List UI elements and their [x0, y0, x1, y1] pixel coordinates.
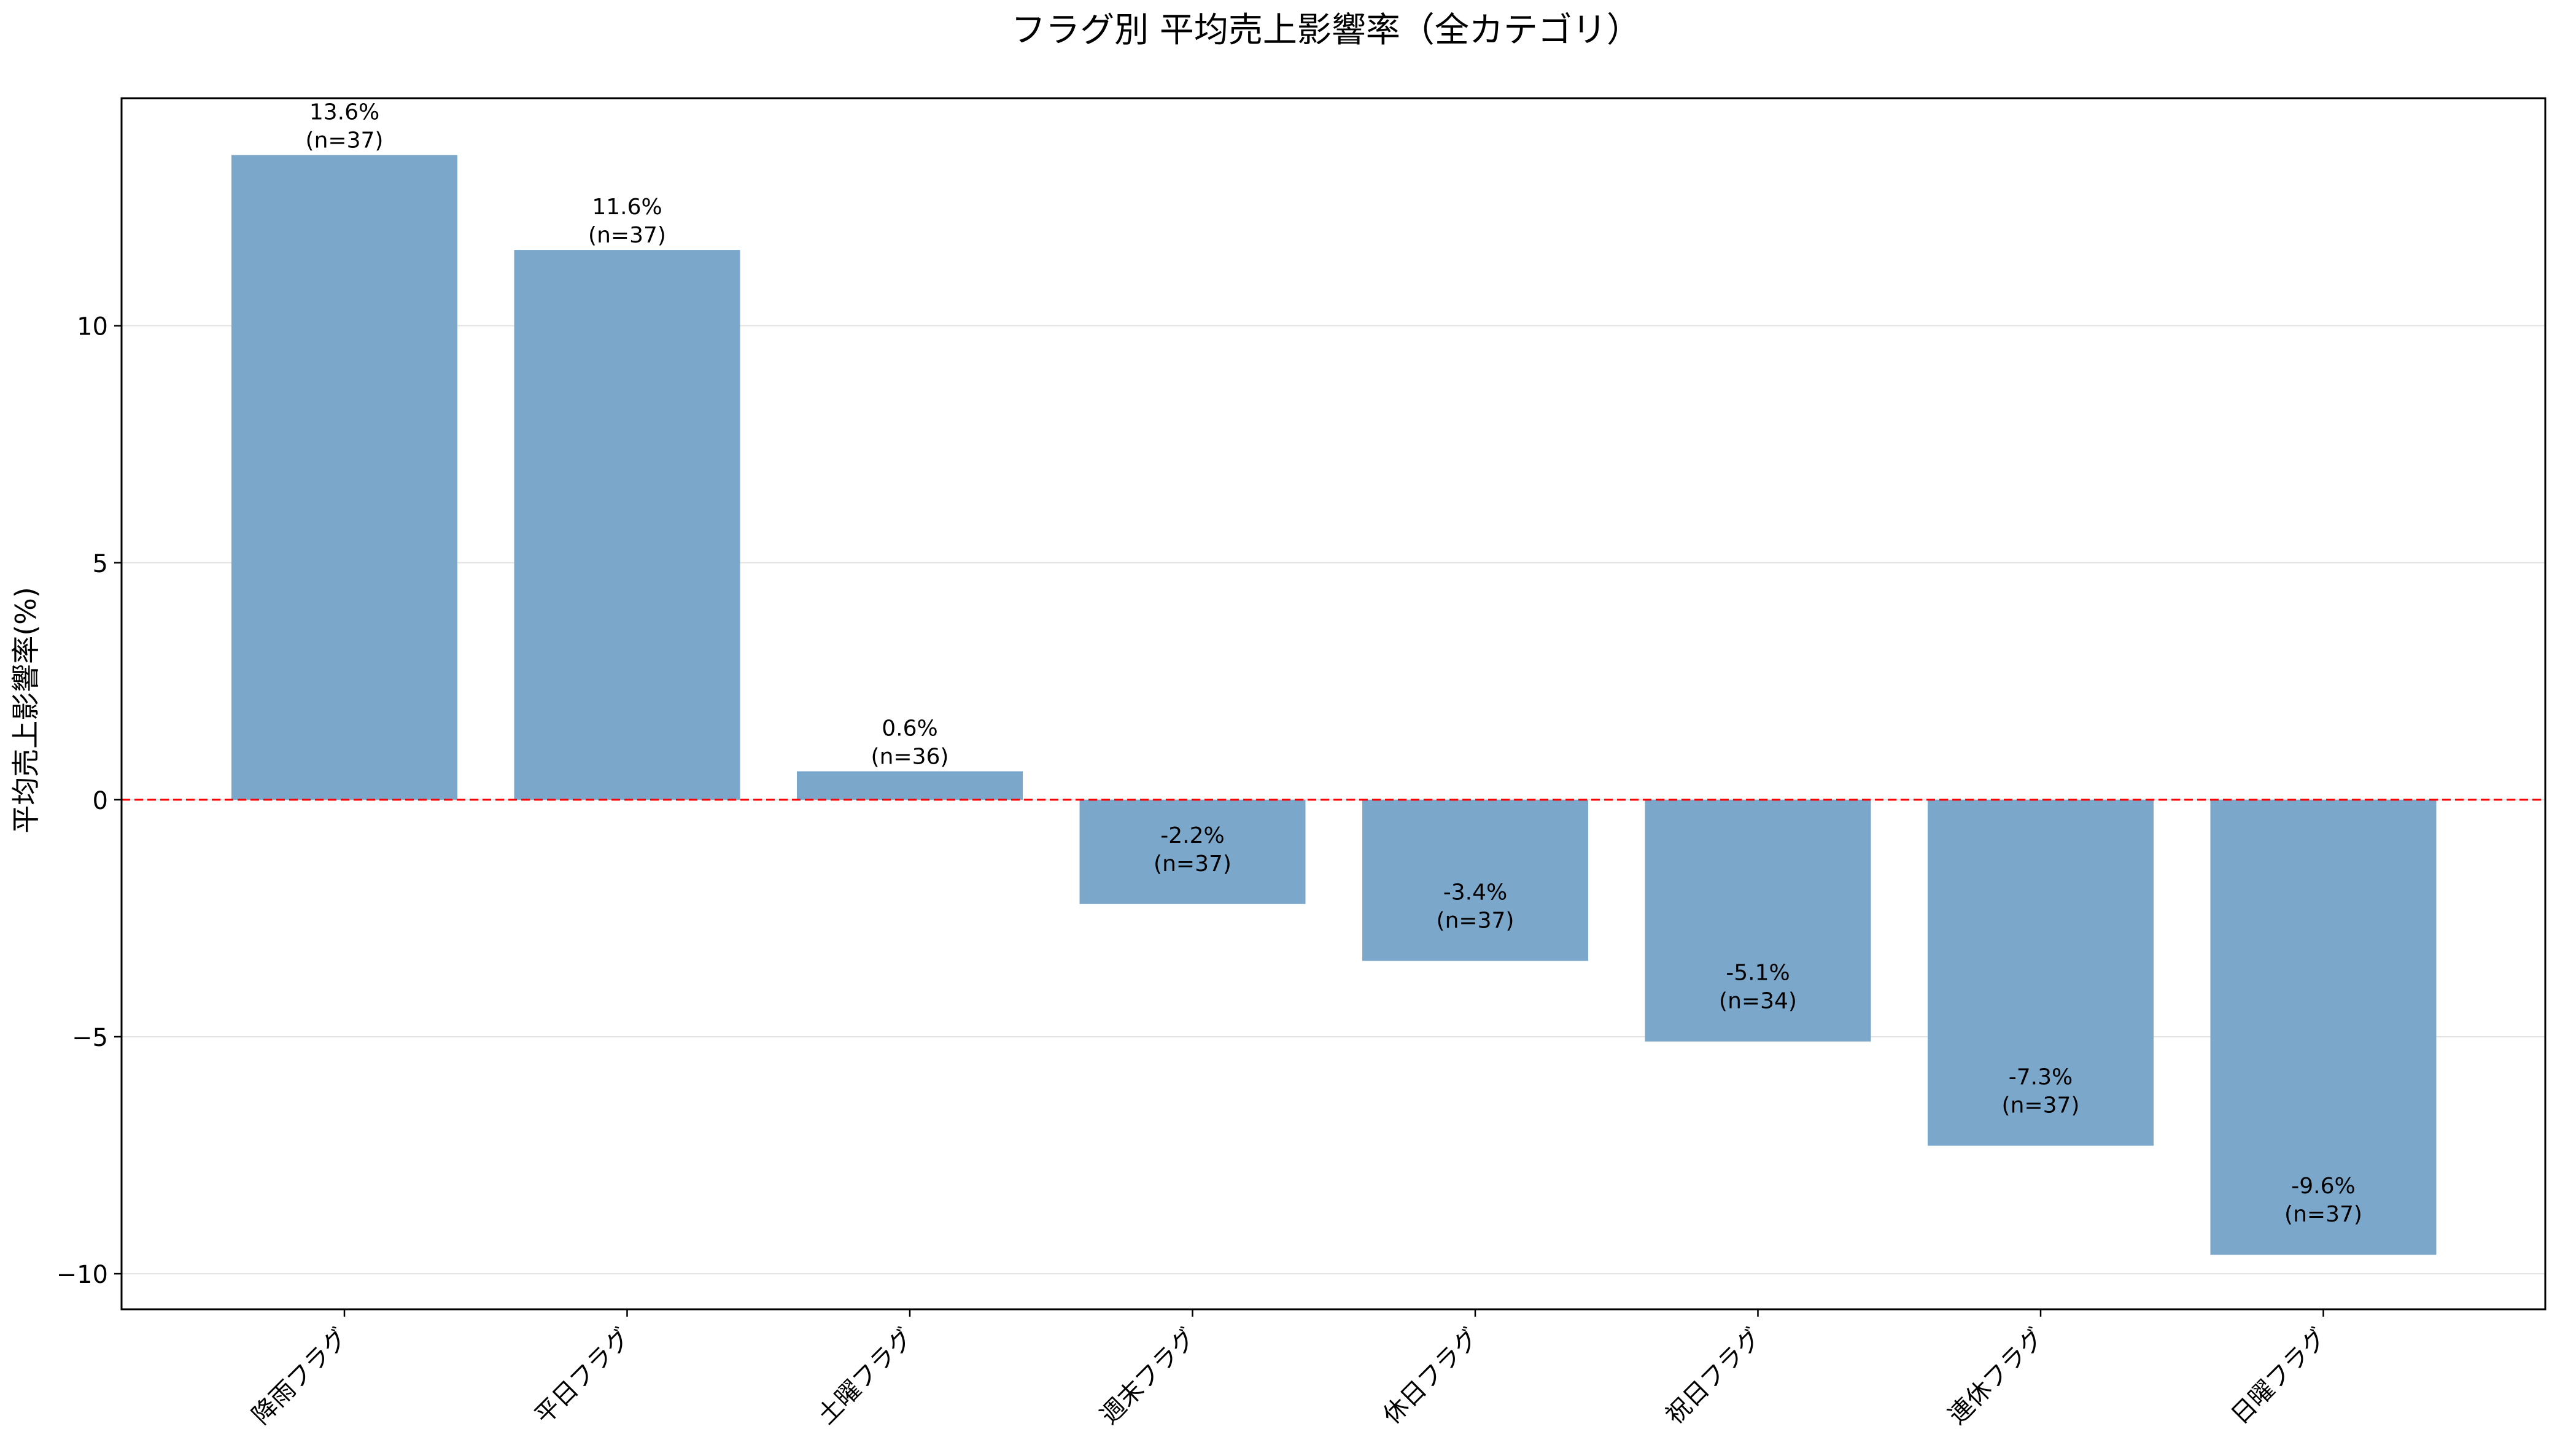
bar-value-label: -3.4% (n=37)	[1437, 880, 1515, 933]
bar	[797, 771, 1023, 800]
bar	[1362, 799, 1588, 961]
y-tick-label: −10	[56, 1261, 108, 1289]
chart-title: フラグ別 平均売上影響率（全カテゴリ）	[1011, 10, 1641, 50]
bar	[2210, 799, 2437, 1255]
bar	[1645, 799, 1871, 1042]
x-tick-label: 休日フラグ	[1378, 1323, 1484, 1430]
y-tick-label: 10	[77, 313, 108, 341]
x-tick-label: 連休フラグ	[1943, 1323, 2050, 1430]
bar-value-label: -7.3% (n=37)	[2002, 1065, 2080, 1118]
y-tick-label: 0	[93, 787, 108, 815]
bar	[514, 250, 740, 800]
x-tick-label: 平日フラグ	[530, 1323, 637, 1430]
bar-value-label: 13.6% (n=37)	[306, 100, 384, 153]
bars	[231, 155, 2437, 1255]
bar-value-label: -5.1% (n=34)	[1719, 961, 1797, 1014]
bar-labels: 13.6% (n=37) 11.6% (n=37) 0.6% (n=36) -2.2% (n=…	[306, 100, 2362, 1228]
y-axis-ticks: −10 −5 0 5 10	[56, 313, 122, 1289]
bar-value-label: -2.2% (n=37)	[1154, 823, 1232, 877]
y-tick-label: 5	[93, 550, 108, 578]
x-tick-label: 日曜フラグ	[2226, 1323, 2333, 1430]
x-tick-label: 土曜フラグ	[812, 1323, 919, 1430]
x-axis-ticks: 降雨フラグ 平日フラグ 土曜フラグ 週末フラグ 休日フラグ 祝日フラグ 連休フラグ 日曜フラグ	[247, 1309, 2333, 1430]
bar	[1079, 799, 1306, 904]
y-axis-label: 平均売上影響率(%)	[9, 587, 42, 834]
x-tick-label: 祝日フラグ	[1661, 1323, 1767, 1430]
bar-value-label: 11.6% (n=37)	[588, 195, 666, 248]
bar	[231, 155, 457, 800]
x-tick-label: 降雨フラグ	[247, 1323, 354, 1430]
bar-value-label: 0.6% (n=36)	[871, 716, 949, 770]
y-tick-label: −5	[72, 1024, 108, 1052]
x-tick-label: 週末フラグ	[1095, 1323, 1202, 1430]
plot-frame	[120, 97, 2546, 1311]
bar-value-label: -9.6% (n=37)	[2284, 1174, 2362, 1227]
bar	[1928, 799, 2154, 1146]
